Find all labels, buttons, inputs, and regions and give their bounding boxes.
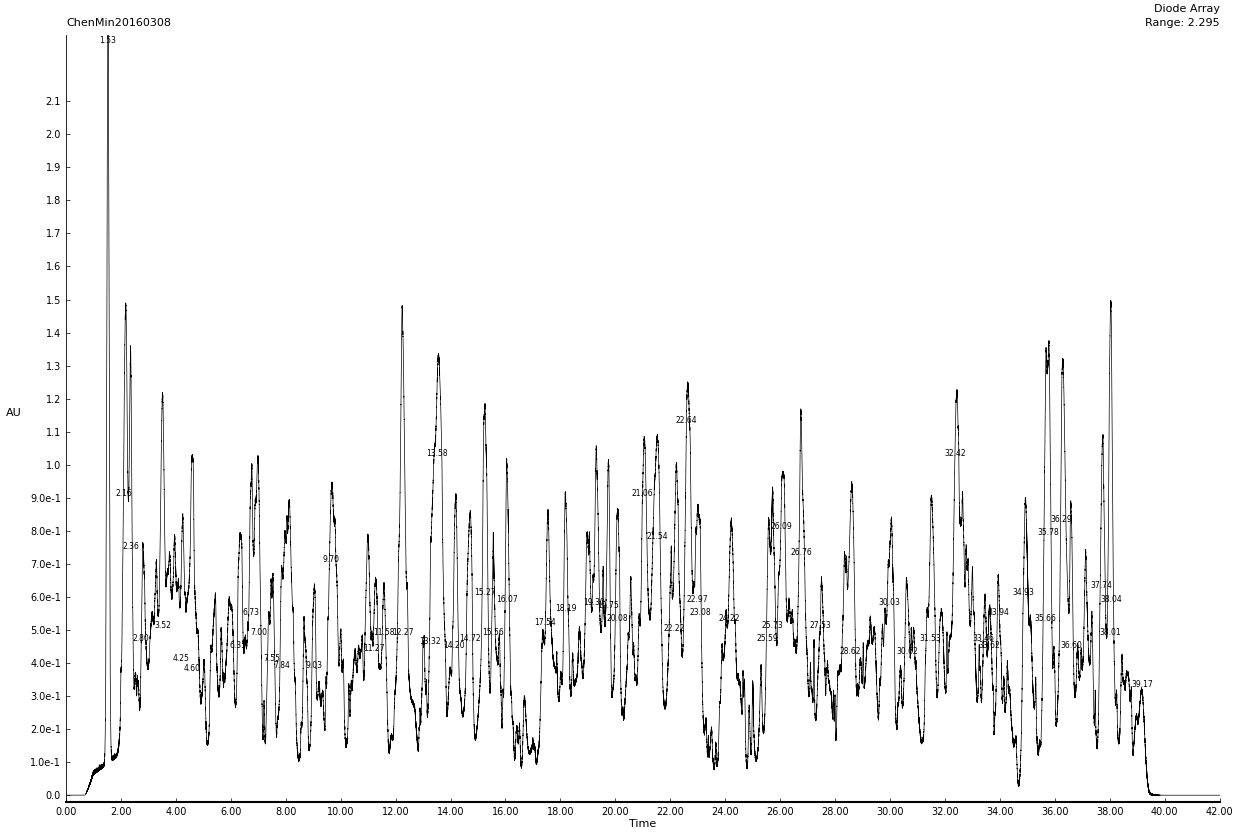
Text: 26.09: 26.09 <box>771 522 792 531</box>
Text: 33.62: 33.62 <box>979 640 1000 650</box>
Text: 13.58: 13.58 <box>426 449 449 458</box>
Text: 9.03: 9.03 <box>306 660 322 670</box>
Text: 19.30: 19.30 <box>584 598 606 607</box>
Text: 27.53: 27.53 <box>809 621 831 630</box>
Text: 38.01: 38.01 <box>1099 628 1121 636</box>
Text: 22.22: 22.22 <box>664 625 685 633</box>
Text: 4.25: 4.25 <box>172 654 190 663</box>
Text: 24.22: 24.22 <box>719 615 741 624</box>
Text: 11.58: 11.58 <box>373 628 395 636</box>
Text: 14.20: 14.20 <box>444 640 465 650</box>
Text: 16.07: 16.07 <box>497 595 518 604</box>
Text: 39.17: 39.17 <box>1131 681 1152 690</box>
Text: 6.73: 6.73 <box>243 608 259 617</box>
Text: 9.70: 9.70 <box>322 555 339 564</box>
Text: 17.54: 17.54 <box>535 618 556 627</box>
Text: Diode Array
Range: 2.295: Diode Array Range: 2.295 <box>1145 4 1219 28</box>
Text: 15.56: 15.56 <box>482 628 504 636</box>
Text: 11.27: 11.27 <box>363 644 384 653</box>
Text: 20.08: 20.08 <box>607 615 628 624</box>
Text: 32.42: 32.42 <box>944 449 965 458</box>
Text: ChenMin20160308: ChenMin20160308 <box>66 18 171 28</box>
X-axis label: Time: Time <box>629 819 657 829</box>
Text: 36.60: 36.60 <box>1061 640 1082 650</box>
Text: 4.60: 4.60 <box>183 664 201 673</box>
Text: 33.94: 33.94 <box>987 608 1010 617</box>
Text: 33.46: 33.46 <box>973 635 995 643</box>
Text: 6.35: 6.35 <box>230 640 247 650</box>
Text: 37.74: 37.74 <box>1090 581 1111 590</box>
Text: 15.27: 15.27 <box>475 588 496 597</box>
Text: 19.75: 19.75 <box>597 601 620 610</box>
Text: 23.08: 23.08 <box>689 608 711 617</box>
Text: 35.66: 35.66 <box>1035 615 1057 624</box>
Text: 30.62: 30.62 <box>896 647 918 656</box>
Text: 30.03: 30.03 <box>878 598 900 607</box>
Y-axis label: AU: AU <box>5 408 21 418</box>
Text: 34.93: 34.93 <box>1012 588 1035 597</box>
Text: 26.76: 26.76 <box>790 549 812 557</box>
Text: 25.59: 25.59 <box>756 635 778 643</box>
Text: 12.27: 12.27 <box>393 628 414 636</box>
Text: 22.64: 22.64 <box>676 416 698 425</box>
Text: 3.52: 3.52 <box>154 621 171 630</box>
Text: 28.62: 28.62 <box>840 647 861 656</box>
Text: 21.54: 21.54 <box>647 532 669 541</box>
Text: 18.19: 18.19 <box>555 605 576 614</box>
Text: 35.78: 35.78 <box>1038 529 1059 538</box>
Text: 36.29: 36.29 <box>1049 515 1072 524</box>
Text: 7.55: 7.55 <box>263 654 280 663</box>
Text: 1.53: 1.53 <box>99 36 116 45</box>
Text: 25.73: 25.73 <box>762 621 783 630</box>
Text: 7.84: 7.84 <box>273 660 290 670</box>
Text: 21.06: 21.06 <box>632 488 654 498</box>
Text: 13.32: 13.32 <box>419 637 441 646</box>
Text: 2.36: 2.36 <box>123 542 139 550</box>
Text: 2.16: 2.16 <box>115 488 133 498</box>
Text: 2.80: 2.80 <box>133 635 149 643</box>
Text: 22.97: 22.97 <box>686 595 707 604</box>
Text: 38.04: 38.04 <box>1100 595 1121 604</box>
Text: 31.53: 31.53 <box>919 635 942 643</box>
Text: 7.00: 7.00 <box>250 628 268 636</box>
Text: 14.72: 14.72 <box>460 635 481 643</box>
